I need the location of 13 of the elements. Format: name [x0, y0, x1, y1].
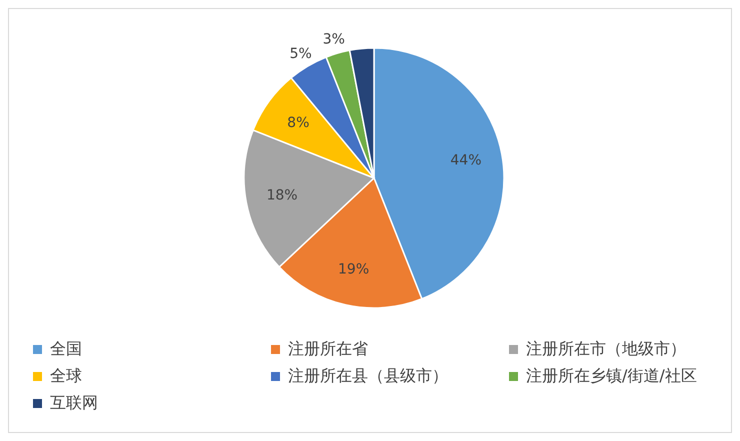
data-label: 44%: [450, 152, 482, 168]
data-label: 18%: [266, 188, 298, 204]
legend-label: 注册所在市（地级市）: [526, 339, 686, 360]
data-label: 19%: [338, 261, 370, 278]
legend-label: 全球: [50, 366, 82, 387]
legend-label: 全国: [50, 339, 82, 360]
data-label: 3%: [322, 32, 345, 48]
legend-label: 注册所在乡镇/街道/社区: [526, 366, 697, 387]
legend-label: 注册所在县（县级市）: [288, 366, 448, 387]
legend-label: 注册所在省: [288, 339, 368, 360]
legend-label: 互联网: [50, 393, 98, 414]
data-label: 5%: [290, 46, 312, 62]
data-label: 8%: [287, 114, 310, 131]
